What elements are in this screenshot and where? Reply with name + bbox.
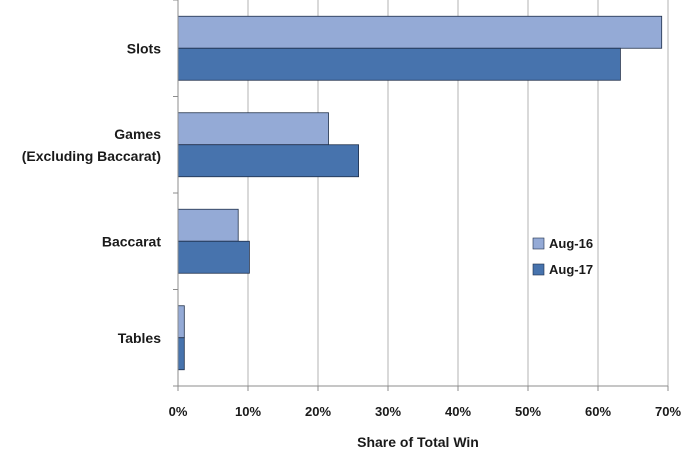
x-tick-label: 50% (515, 404, 541, 419)
bar-aug-17 (177, 144, 360, 178)
bar-aug-17 (177, 337, 185, 371)
legend-swatch (532, 263, 545, 276)
axes (173, 0, 669, 391)
x-axis-title: Share of Total Win (357, 434, 479, 450)
x-tick-label: 20% (305, 404, 331, 419)
legend-label: Aug-17 (549, 262, 593, 277)
x-tick-label: 10% (235, 404, 261, 419)
x-tick-label: 40% (445, 404, 471, 419)
x-tick-label: 0% (169, 404, 188, 419)
bar-aug-17 (177, 240, 250, 274)
x-tick-label: 60% (585, 404, 611, 419)
x-tick-labels: 0% 10% 20% 30% 40% 50% 60% 70% (169, 404, 682, 419)
bar-aug-16 (177, 15, 663, 49)
legend-swatch (532, 237, 545, 250)
bar-aug-16 (177, 305, 185, 339)
bar-aug-16 (177, 112, 329, 146)
category-label: Games (Excluding Baccarat) (22, 126, 161, 164)
bar-aug-16 (177, 208, 239, 242)
x-tick-label: 70% (655, 404, 681, 419)
legend: Aug-16 Aug-17 (532, 236, 593, 277)
bars (177, 15, 663, 371)
legend-label: Aug-16 (549, 236, 593, 251)
x-tick-label: 30% (375, 404, 401, 419)
bar-aug-17 (177, 47, 621, 81)
category-label: Tables (118, 330, 162, 346)
category-label: Baccarat (102, 233, 161, 249)
category-label: Slots (127, 40, 161, 56)
category-labels: Slots Games (Excluding Baccarat) Baccarat Ta… (22, 40, 162, 346)
